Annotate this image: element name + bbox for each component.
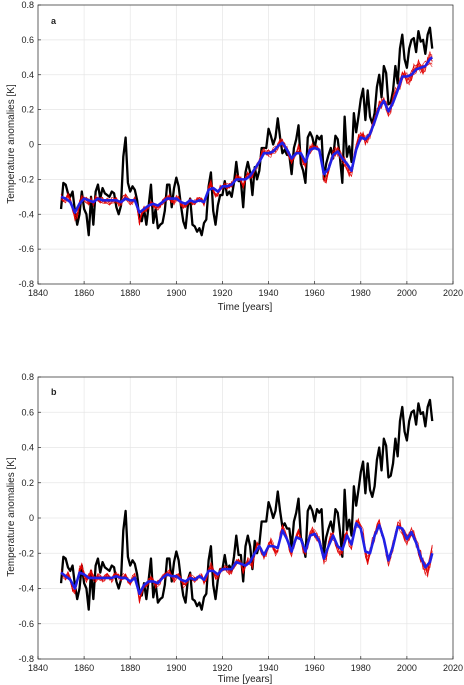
series-line-observed <box>59 26 434 237</box>
x-tick-label: 1860 <box>74 288 94 298</box>
y-tick-label: -0.8 <box>18 654 34 664</box>
y-tick-label: -0.4 <box>18 209 34 219</box>
y-tick-label: 0.2 <box>21 105 34 115</box>
y-tick-label: 0.6 <box>21 407 34 417</box>
x-tick-label: 2000 <box>397 663 417 673</box>
x-tick-label: 1940 <box>259 663 279 673</box>
panel-a-chart: 1840 1860 1880 1900 1920 1940 1960 1980 2000 2020… <box>6 0 463 313</box>
y-tick-label: 0.4 <box>21 443 34 453</box>
x-tick-label: 1980 <box>351 663 371 673</box>
panel-b-xlabel: Time [years] <box>218 674 273 685</box>
series-group <box>59 398 434 611</box>
y-tick-label: 0 <box>29 140 34 150</box>
x-tick-label: 1900 <box>166 288 186 298</box>
y-tick-label: 0.8 <box>21 372 34 382</box>
x-tick-label: 1980 <box>351 288 371 298</box>
x-tick-label: 1960 <box>305 663 325 673</box>
y-tick-label: -0.2 <box>18 174 34 184</box>
x-tick-label: 1900 <box>166 663 186 673</box>
panel-a-letter: a <box>51 16 57 26</box>
series-line-mean <box>60 521 434 596</box>
x-tick-label: 1860 <box>74 663 94 673</box>
y-tick-label: -0.8 <box>18 279 34 289</box>
x-tick-label: 1920 <box>212 663 232 673</box>
panel-a-ylabel: Temperature anomalies [K] <box>6 84 17 204</box>
axes: 1840 1860 1880 1900 1920 1940 1960 1980 2000 2020… <box>18 0 463 298</box>
y-tick-label: 0 <box>29 513 34 523</box>
panel-a-xlabel: Time [years] <box>218 302 273 313</box>
x-tick-label: 1880 <box>120 663 140 673</box>
x-tick-label: 1960 <box>305 288 325 298</box>
x-tick-label: 2000 <box>397 288 417 298</box>
series-line-mean <box>60 56 434 214</box>
x-tick-label: 1920 <box>212 288 232 298</box>
x-tick-label: 1940 <box>259 288 279 298</box>
plot-area <box>37 4 454 285</box>
y-tick-label: 0.2 <box>21 478 34 488</box>
series-line-observed <box>59 398 434 611</box>
x-tick-label: 1840 <box>28 288 48 298</box>
plot-area <box>37 376 454 660</box>
x-tick-label: 2020 <box>443 663 463 673</box>
y-tick-label: -0.2 <box>18 548 34 558</box>
y-tick-label: -0.6 <box>18 619 34 629</box>
panel-b-letter: b <box>51 387 57 397</box>
y-tick-label: 0.4 <box>21 70 34 80</box>
axes: 1840 1860 1880 1900 1920 1940 1960 1980 2000 2020… <box>18 372 463 673</box>
x-tick-label: 1880 <box>120 288 140 298</box>
y-tick-label: -0.4 <box>18 584 34 594</box>
y-tick-label: -0.6 <box>18 244 34 254</box>
panel-b-ylabel: Temperature anomalies [K] <box>6 457 17 577</box>
x-tick-label: 2020 <box>443 288 463 298</box>
y-tick-label: 0.6 <box>21 35 34 45</box>
series-group <box>59 26 434 237</box>
x-tick-label: 1840 <box>28 663 48 673</box>
y-tick-label: 0.8 <box>21 0 34 10</box>
panel-b-chart: 1840 1860 1880 1900 1920 1940 1960 1980 2000 2020… <box>6 372 463 685</box>
